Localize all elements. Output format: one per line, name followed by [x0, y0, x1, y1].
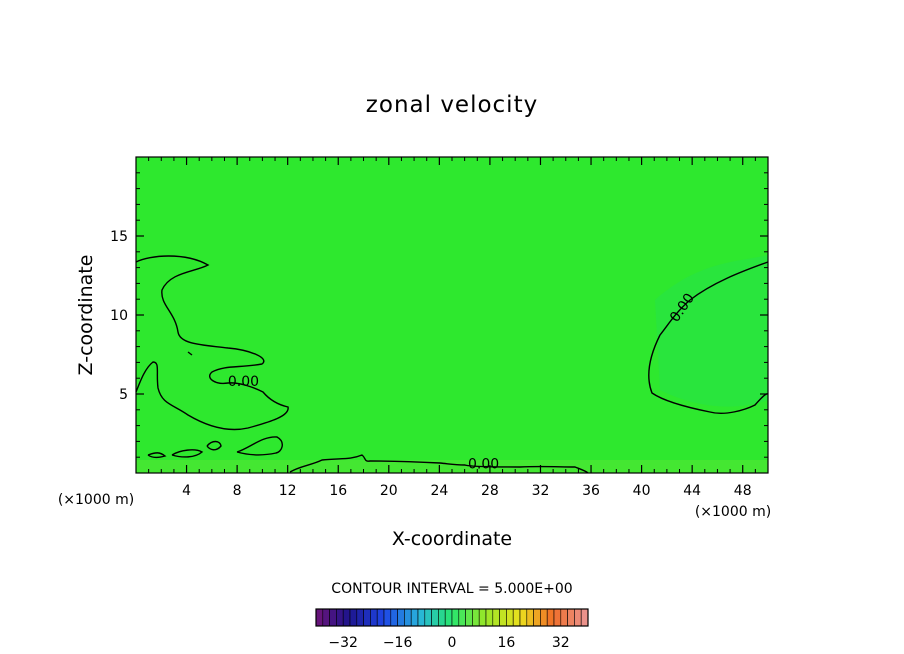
chart-title: zonal velocity [366, 92, 538, 118]
colorbar-segment [533, 608, 541, 627]
x-tick-label: 44 [683, 483, 701, 499]
x-axis-unit-right: (×1000 m) [695, 504, 771, 520]
minor-ticks [136, 157, 768, 473]
colorbar-segment [417, 608, 426, 627]
contour-label: 0.00 [468, 456, 499, 472]
y-tick-label: 15 [110, 229, 128, 245]
colorbar-frame [315, 608, 589, 627]
colorbar-segment [444, 608, 453, 627]
colorbar-tick-label: −16 [383, 635, 413, 651]
colorbar-segment [431, 608, 439, 627]
contour-line [171, 449, 204, 458]
colorbar-segment [540, 608, 548, 627]
colorbar-segment [546, 608, 555, 627]
x-tick-label: 12 [279, 483, 297, 499]
y-axis: 5 10 15 [110, 229, 768, 403]
x-tick-label: 20 [380, 483, 398, 499]
y-tick-label: 10 [110, 308, 128, 324]
x-tick-label: 48 [734, 483, 752, 499]
colorbar-ticks: −32 −16 0 16 32 [328, 635, 569, 651]
x-tick-label: 28 [481, 483, 499, 499]
colorbar-segment [390, 608, 398, 627]
y-tick-label: 5 [119, 387, 128, 403]
plot-area: 0.000.000.00 [135, 156, 769, 474]
colorbar-segment [567, 608, 575, 627]
x-axis-unit-left: (×1000 m) [58, 492, 134, 508]
colorbar-segment [383, 608, 392, 627]
colorbar-tick-label: 0 [448, 635, 457, 651]
colorbar-segment [356, 608, 364, 627]
colorbar-segment [438, 608, 446, 627]
contour-interval-label: CONTOUR INTERVAL = 5.000E+00 [331, 581, 572, 597]
colorbar-segment [478, 608, 487, 627]
colorbar-segment [485, 608, 494, 627]
colorbar-segment [336, 608, 344, 627]
contour-line [289, 454, 589, 474]
colorbar-segment [465, 608, 473, 627]
x-tick-label: 24 [430, 483, 448, 499]
x-tick-label: 32 [532, 483, 550, 499]
colorbar [315, 608, 589, 627]
colorbar-segment [499, 608, 507, 627]
colorbar-segment [424, 608, 432, 627]
contour-line [187, 351, 193, 356]
colorbar-segment [512, 608, 521, 627]
colorbar-tick-label: 16 [497, 635, 515, 651]
contour-line [135, 255, 289, 431]
colorbar-segment [458, 608, 466, 627]
colorbar-segment [329, 608, 337, 627]
colorbar-segment [519, 608, 528, 627]
colorbar-segment [342, 608, 351, 627]
contour-line [648, 261, 769, 414]
colorbar-segment [574, 608, 582, 627]
x-tick-label: 36 [582, 483, 600, 499]
colorbar-segment [492, 608, 500, 627]
contour-line [147, 452, 167, 459]
colorbar-segment [397, 608, 405, 627]
colorbar-segment [472, 608, 480, 627]
contour-line [236, 436, 283, 456]
contour-label: 0.00 [228, 374, 259, 390]
colorbar-segment [553, 608, 562, 627]
x-axis-title: X-coordinate [392, 528, 512, 550]
contour-line [206, 440, 222, 451]
field-shade-right [655, 255, 768, 407]
colorbar-segment [580, 608, 589, 627]
zero-contours [135, 255, 769, 474]
colorbar-segment [410, 608, 419, 627]
colorbar-segment [404, 608, 412, 627]
colorbar-segment [349, 608, 358, 627]
colorbar-segment [451, 608, 460, 627]
colorbar-tick-label: −32 [328, 635, 358, 651]
x-axis: 4 8 12 16 20 24 28 32 36 40 44 48 [182, 157, 752, 499]
y-axis-title: Z-coordinate [75, 255, 97, 376]
colorbar-segment [376, 608, 385, 627]
colorbar-segment [370, 608, 378, 627]
colorbar-segment [322, 608, 330, 627]
colorbar-tick-label: 32 [552, 635, 570, 651]
colorbar-segment [315, 608, 324, 627]
x-tick-label: 4 [182, 483, 191, 499]
colorbar-segment [506, 608, 514, 627]
x-tick-label: 16 [329, 483, 347, 499]
x-tick-label: 8 [233, 483, 242, 499]
colorbar-segment [526, 608, 534, 627]
colorbar-segment [363, 608, 371, 627]
field-background [136, 157, 768, 473]
colorbar-segment [560, 608, 568, 627]
x-tick-label: 40 [633, 483, 651, 499]
